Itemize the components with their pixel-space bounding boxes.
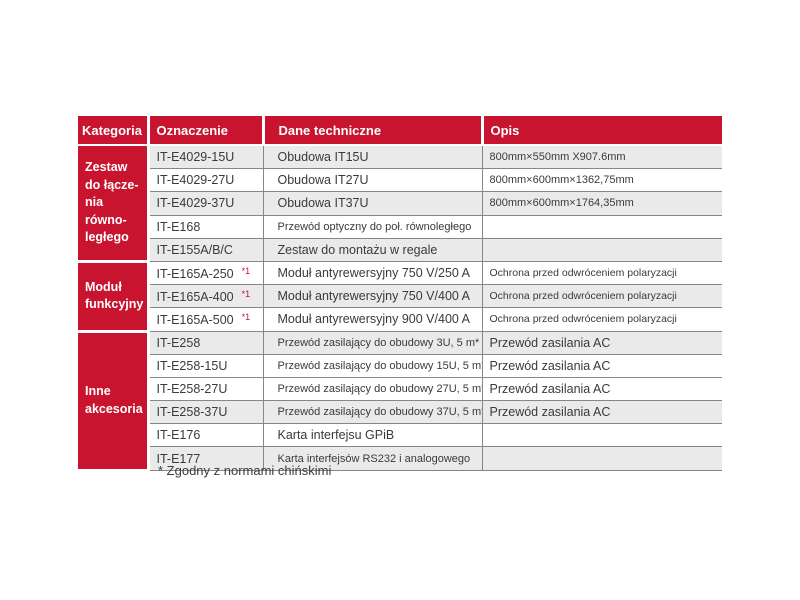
- dane-cell: Karta interfejsu GPiB: [263, 423, 483, 448]
- opis-cell: [482, 423, 722, 448]
- oznaczenie-cell: IT-E176: [148, 423, 264, 448]
- opis-cell: Przewód zasilania AC: [482, 331, 722, 355]
- dane-cell: Obudowa IT27U: [263, 168, 483, 193]
- opis-cell: Przewód zasilania AC: [482, 400, 722, 425]
- model-number: IT-E165A-400: [156, 289, 234, 304]
- dane-cell: Karta interfejsów RS232 i analogowego: [263, 446, 483, 471]
- dane-cell: Przewód zasilający do obudowy 27U, 5 m*: [263, 377, 483, 402]
- opis-cell: [482, 238, 722, 262]
- oznaczenie-cell: IT-E165A-250 *1: [148, 261, 264, 286]
- opis-cell: [482, 446, 722, 471]
- oznaczenie-cell: IT-E165A-500 *1: [148, 307, 264, 332]
- dane-cell: Moduł antyrewersyjny 900 V/400 A: [263, 307, 483, 332]
- table-row: IT-E165A-500 *1 Moduł antyrewersyjny 900 …: [78, 307, 722, 332]
- table-row: IT-E258-27U Przewód zasilający do obudow…: [78, 377, 722, 402]
- table-row: IT-E168 Przewód optyczny do poł. równole…: [78, 215, 722, 239]
- table-row: Zestaw do łącze- nia równo- ległego IT-E…: [78, 145, 722, 263]
- dane-cell: Obudowa IT15U: [263, 145, 483, 170]
- footnote-marker: *1: [241, 288, 251, 299]
- opis-cell: 800mm×600mm×1764,35mm: [482, 191, 722, 216]
- table-row: IT-E4029-27U Obudowa IT27U 800mm×600mm×1…: [78, 168, 722, 193]
- dane-cell: Przewód zasilający do obudowy 15U, 5 m*: [263, 354, 483, 378]
- footnote-marker: *1: [241, 265, 251, 276]
- model-number: IT-E165A-500: [156, 312, 234, 327]
- oznaczenie-cell: IT-E177: [148, 446, 264, 471]
- oznaczenie-cell: IT-E258-15U: [148, 354, 264, 378]
- dane-cell: Moduł antyrewersyjny 750 V/250 A: [263, 261, 483, 286]
- table-row: IT-E155A/B/C Zestaw do montażu w regale: [78, 238, 722, 262]
- model-number: IT-E165A-250: [156, 266, 234, 281]
- oznaczenie-cell: IT-E165A-400 *1: [148, 284, 264, 309]
- oznaczenie-cell: IT-E4029-15U: [148, 145, 264, 170]
- opis-cell: Ochrona przed odwróceniem polaryzacji: [482, 284, 722, 309]
- opis-cell: Ochrona przed odwróceniem polaryzacji: [482, 261, 722, 286]
- oznaczenie-cell: IT-E258-37U: [148, 400, 264, 425]
- opis-cell: Przewód zasilania AC: [482, 354, 722, 378]
- table-row: Moduł funkcyjny IT-E165A-250 *1 Moduł ant…: [78, 261, 722, 333]
- dane-cell: Przewód zasilający do obudowy 3U, 5 m*: [263, 331, 483, 355]
- category-cell: Inne akcesoria: [78, 331, 150, 472]
- table-row: IT-E176 Karta interfejsu GPiB: [78, 423, 722, 448]
- oznaczenie-cell: IT-E168: [148, 215, 264, 239]
- category-cell: Moduł funkcyjny: [78, 261, 150, 333]
- oznaczenie-cell: IT-E258: [148, 331, 264, 355]
- opis-cell: 800mm×550mm X907.6mm: [482, 145, 722, 170]
- col-header-opis: Opis: [482, 116, 722, 146]
- footnote: * Zgodny z normami chińskimi: [158, 463, 332, 478]
- col-header-oznaczenie: Oznaczenie: [148, 116, 265, 146]
- dane-cell: Obudowa IT37U: [263, 191, 483, 216]
- oznaczenie-cell: IT-E258-27U: [148, 377, 264, 402]
- col-header-kategoria: Kategoria: [78, 116, 150, 146]
- dane-cell: Zestaw do montażu w regale: [263, 238, 483, 262]
- dane-cell: Przewód zasilający do obudowy 37U, 5 m*: [263, 400, 483, 425]
- table-row: IT-E258-15U Przewód zasilający do obudow…: [78, 354, 722, 378]
- category-cell: Zestaw do łącze- nia równo- ległego: [78, 145, 150, 263]
- table-row: IT-E165A-400 *1 Moduł antyrewersyjny 750 …: [78, 284, 722, 309]
- dane-cell: Moduł antyrewersyjny 750 V/400 A: [263, 284, 483, 309]
- table-row: IT-E177 Karta interfejsów RS232 i analog…: [78, 446, 722, 471]
- opis-cell: 800mm×600mm×1362,75mm: [482, 168, 722, 193]
- header-row: Kategoria Oznaczenie Dane techniczne Opi…: [78, 116, 722, 146]
- table-row: IT-E4029-37U Obudowa IT37U 800mm×600mm×1…: [78, 191, 722, 216]
- spec-table: Kategoria Oznaczenie Dane techniczne Opi…: [78, 116, 722, 472]
- opis-cell: Przewód zasilania AC: [482, 377, 722, 402]
- footnote-marker: *1: [241, 311, 251, 322]
- opis-cell: [482, 215, 722, 239]
- dane-cell: Przewód optyczny do poł. równoległego: [263, 215, 483, 239]
- oznaczenie-cell: IT-E4029-27U: [148, 168, 264, 193]
- col-header-dane-techniczne: Dane techniczne: [263, 116, 484, 146]
- oznaczenie-cell: IT-E155A/B/C: [148, 238, 264, 262]
- opis-cell: Ochrona przed odwróceniem polaryzacji: [482, 307, 722, 332]
- oznaczenie-cell: IT-E4029-37U: [148, 191, 264, 216]
- table-row: IT-E258-37U Przewód zasilający do obudow…: [78, 400, 722, 425]
- table-row: Inne akcesoria IT-E258 Przewód zasilając…: [78, 331, 722, 472]
